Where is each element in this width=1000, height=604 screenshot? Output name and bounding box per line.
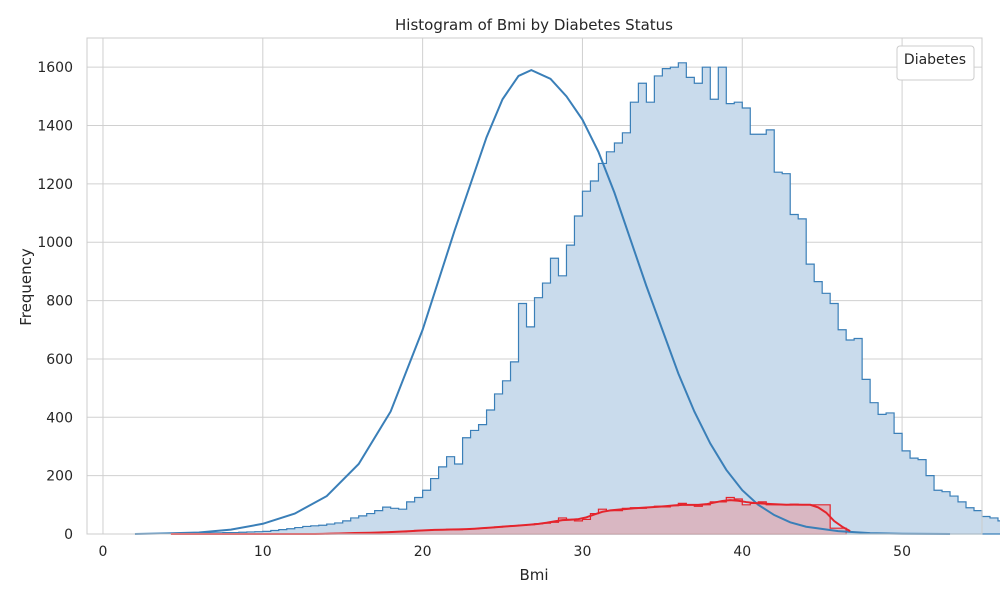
y-tick-label: 200 <box>46 469 73 485</box>
x-axis-title: Bmi <box>519 566 548 584</box>
x-tick-label: 40 <box>733 544 751 560</box>
y-tick-label: 1000 <box>37 235 73 251</box>
legend: Diabetes <box>897 46 974 80</box>
x-tick-label: 30 <box>574 544 592 560</box>
y-axis-title: Frequency <box>17 248 35 326</box>
y-tick-label: 1200 <box>37 177 73 193</box>
histogram-bars <box>183 63 1000 534</box>
x-tick-label: 0 <box>99 544 108 560</box>
y-tick-label: 400 <box>46 410 73 426</box>
y-tick-label: 1400 <box>37 119 73 135</box>
y-tick-label: 0 <box>64 527 73 543</box>
x-tick-label: 20 <box>414 544 432 560</box>
x-tick-label: 10 <box>254 544 272 560</box>
legend-title: Diabetes <box>904 52 966 68</box>
histogram-step-series-0 <box>183 63 1000 534</box>
y-tick-label: 600 <box>46 352 73 368</box>
x-tick-label: 50 <box>893 544 911 560</box>
y-tick-label: 800 <box>46 294 73 310</box>
chart-title: Histogram of Bmi by Diabetes Status <box>395 16 673 34</box>
y-tick-label: 1600 <box>37 60 73 76</box>
